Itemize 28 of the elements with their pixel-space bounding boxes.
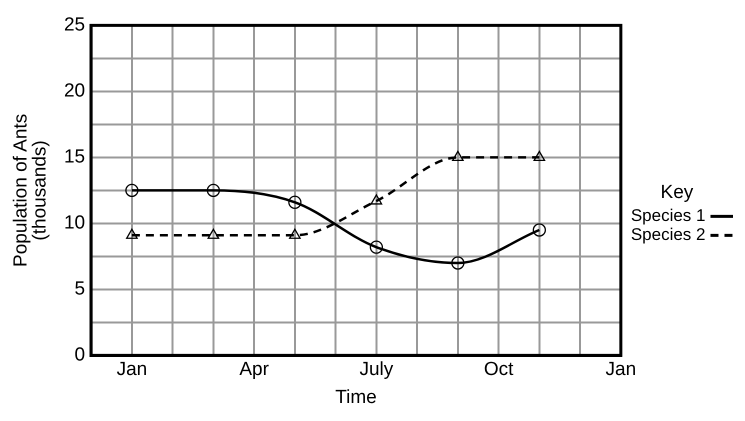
point (452, 150, 464, 162)
point (289, 228, 301, 239)
point (206, 184, 220, 198)
x-tick-label: Jan (116, 359, 148, 380)
y-tick-label: 20 (64, 80, 86, 102)
x-tick-label: Jan (606, 359, 636, 380)
y-tick-label: 0 (74, 344, 86, 366)
x-axis-title: Time (335, 386, 377, 408)
y-axis-title: Population of Ants (thousands) (10, 114, 51, 267)
point (370, 240, 384, 254)
point (534, 150, 546, 162)
y-tick-label: 25 (64, 14, 86, 36)
y-tick-label: 5 (74, 278, 86, 300)
legend-label: Species 1 (630, 206, 706, 226)
point (451, 256, 465, 270)
legend-label: Species 2 (630, 225, 706, 244)
legend-title: Key (660, 182, 694, 203)
point (370, 194, 382, 205)
x-tick-label: July (359, 359, 394, 380)
x-tick-label: Oct (484, 359, 514, 380)
point (208, 228, 220, 239)
point (532, 223, 546, 237)
point (288, 196, 302, 209)
y-tick-label: 10 (64, 212, 86, 234)
x-tick-label: Apr (239, 359, 270, 380)
point (125, 184, 139, 198)
y-tick-label: 15 (64, 146, 86, 168)
point (126, 228, 138, 239)
